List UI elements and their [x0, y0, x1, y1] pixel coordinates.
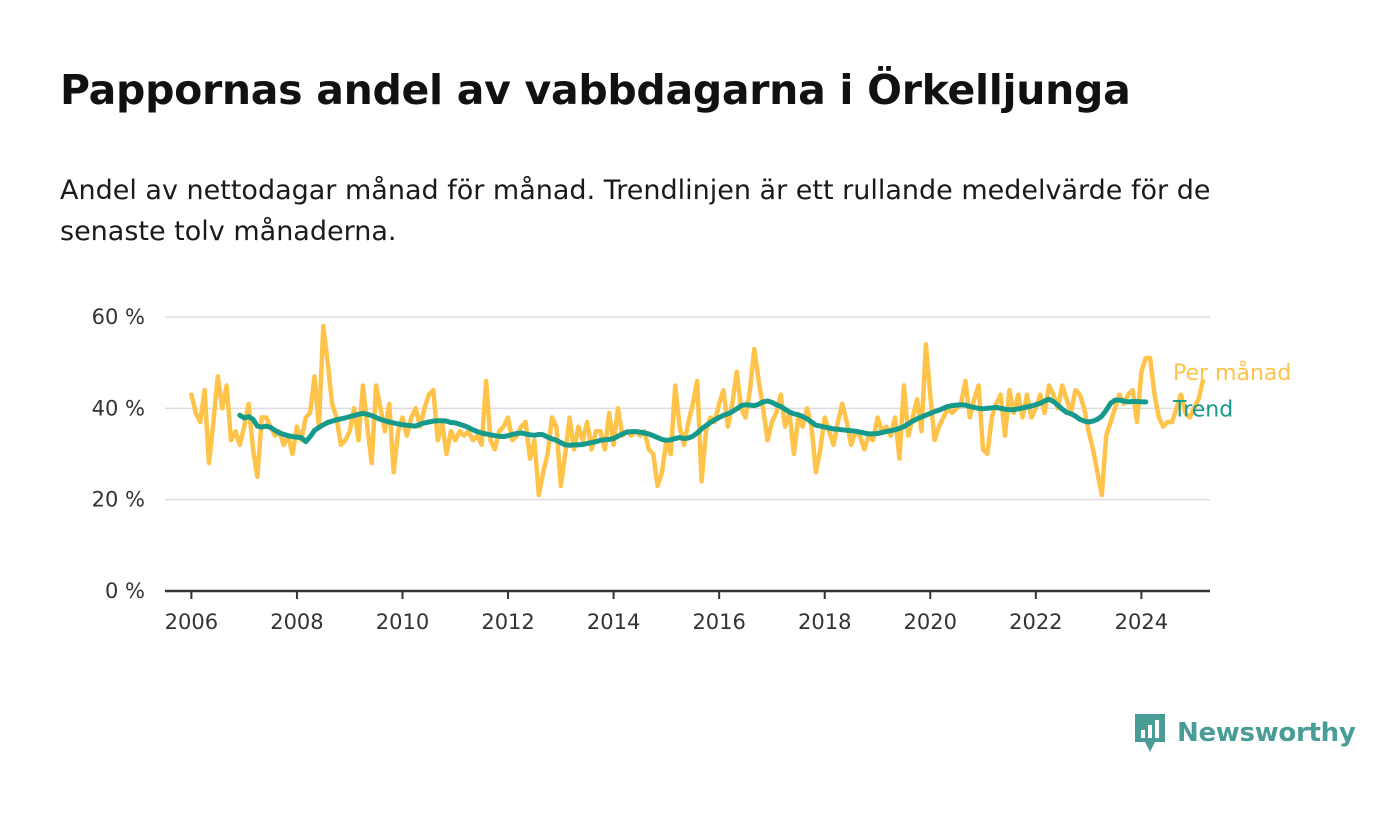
y-tick-label: 60 %: [92, 305, 145, 329]
x-tick-label: 2024: [1115, 610, 1168, 634]
trend-label: Trend: [1172, 397, 1233, 422]
per-month-label: Per månad: [1173, 360, 1291, 386]
y-tick-label: 40 %: [92, 396, 145, 420]
x-tick-label: 2014: [587, 610, 640, 634]
x-tick-label: 2006: [165, 610, 218, 634]
x-tick-label: 2010: [376, 610, 429, 634]
y-tick-label: 20 %: [92, 488, 145, 512]
newsworthy-logo[interactable]: Newsworthy: [1133, 712, 1356, 754]
series-labels: Per månad Trend: [1172, 360, 1291, 422]
x-tick-label: 2022: [1009, 610, 1062, 634]
x-tick-label: 2020: [904, 610, 957, 634]
y-axis: 0 % 20 % 40 % 60 %: [92, 305, 145, 603]
per-month-line: [189, 323, 1206, 498]
newsworthy-chart-icon: [1135, 714, 1165, 752]
y-tick-label: 0 %: [105, 579, 145, 603]
x-tick-label: 2016: [692, 610, 745, 634]
page-title: Pappornas andel av vabbdagarna i Örkellj…: [60, 66, 1131, 114]
line-chart: 0 % 20 % 40 % 60 % 2006 2008 2010 2012 2014 2016…: [92, 305, 1292, 634]
x-tick-label: 2008: [270, 610, 323, 634]
x-axis: 2006 2008 2010 2012 2014 2016 2018 2020 2022 2024: [165, 589, 1210, 634]
x-tick-label: 2018: [798, 610, 851, 634]
trend-line: [237, 396, 1149, 448]
chart-subtitle: Andel av nettodagar månad för månad. Tre…: [60, 175, 1211, 247]
logo-text: Newsworthy: [1177, 718, 1356, 748]
chart-series: [189, 323, 1206, 498]
x-tick-label: 2012: [481, 610, 534, 634]
